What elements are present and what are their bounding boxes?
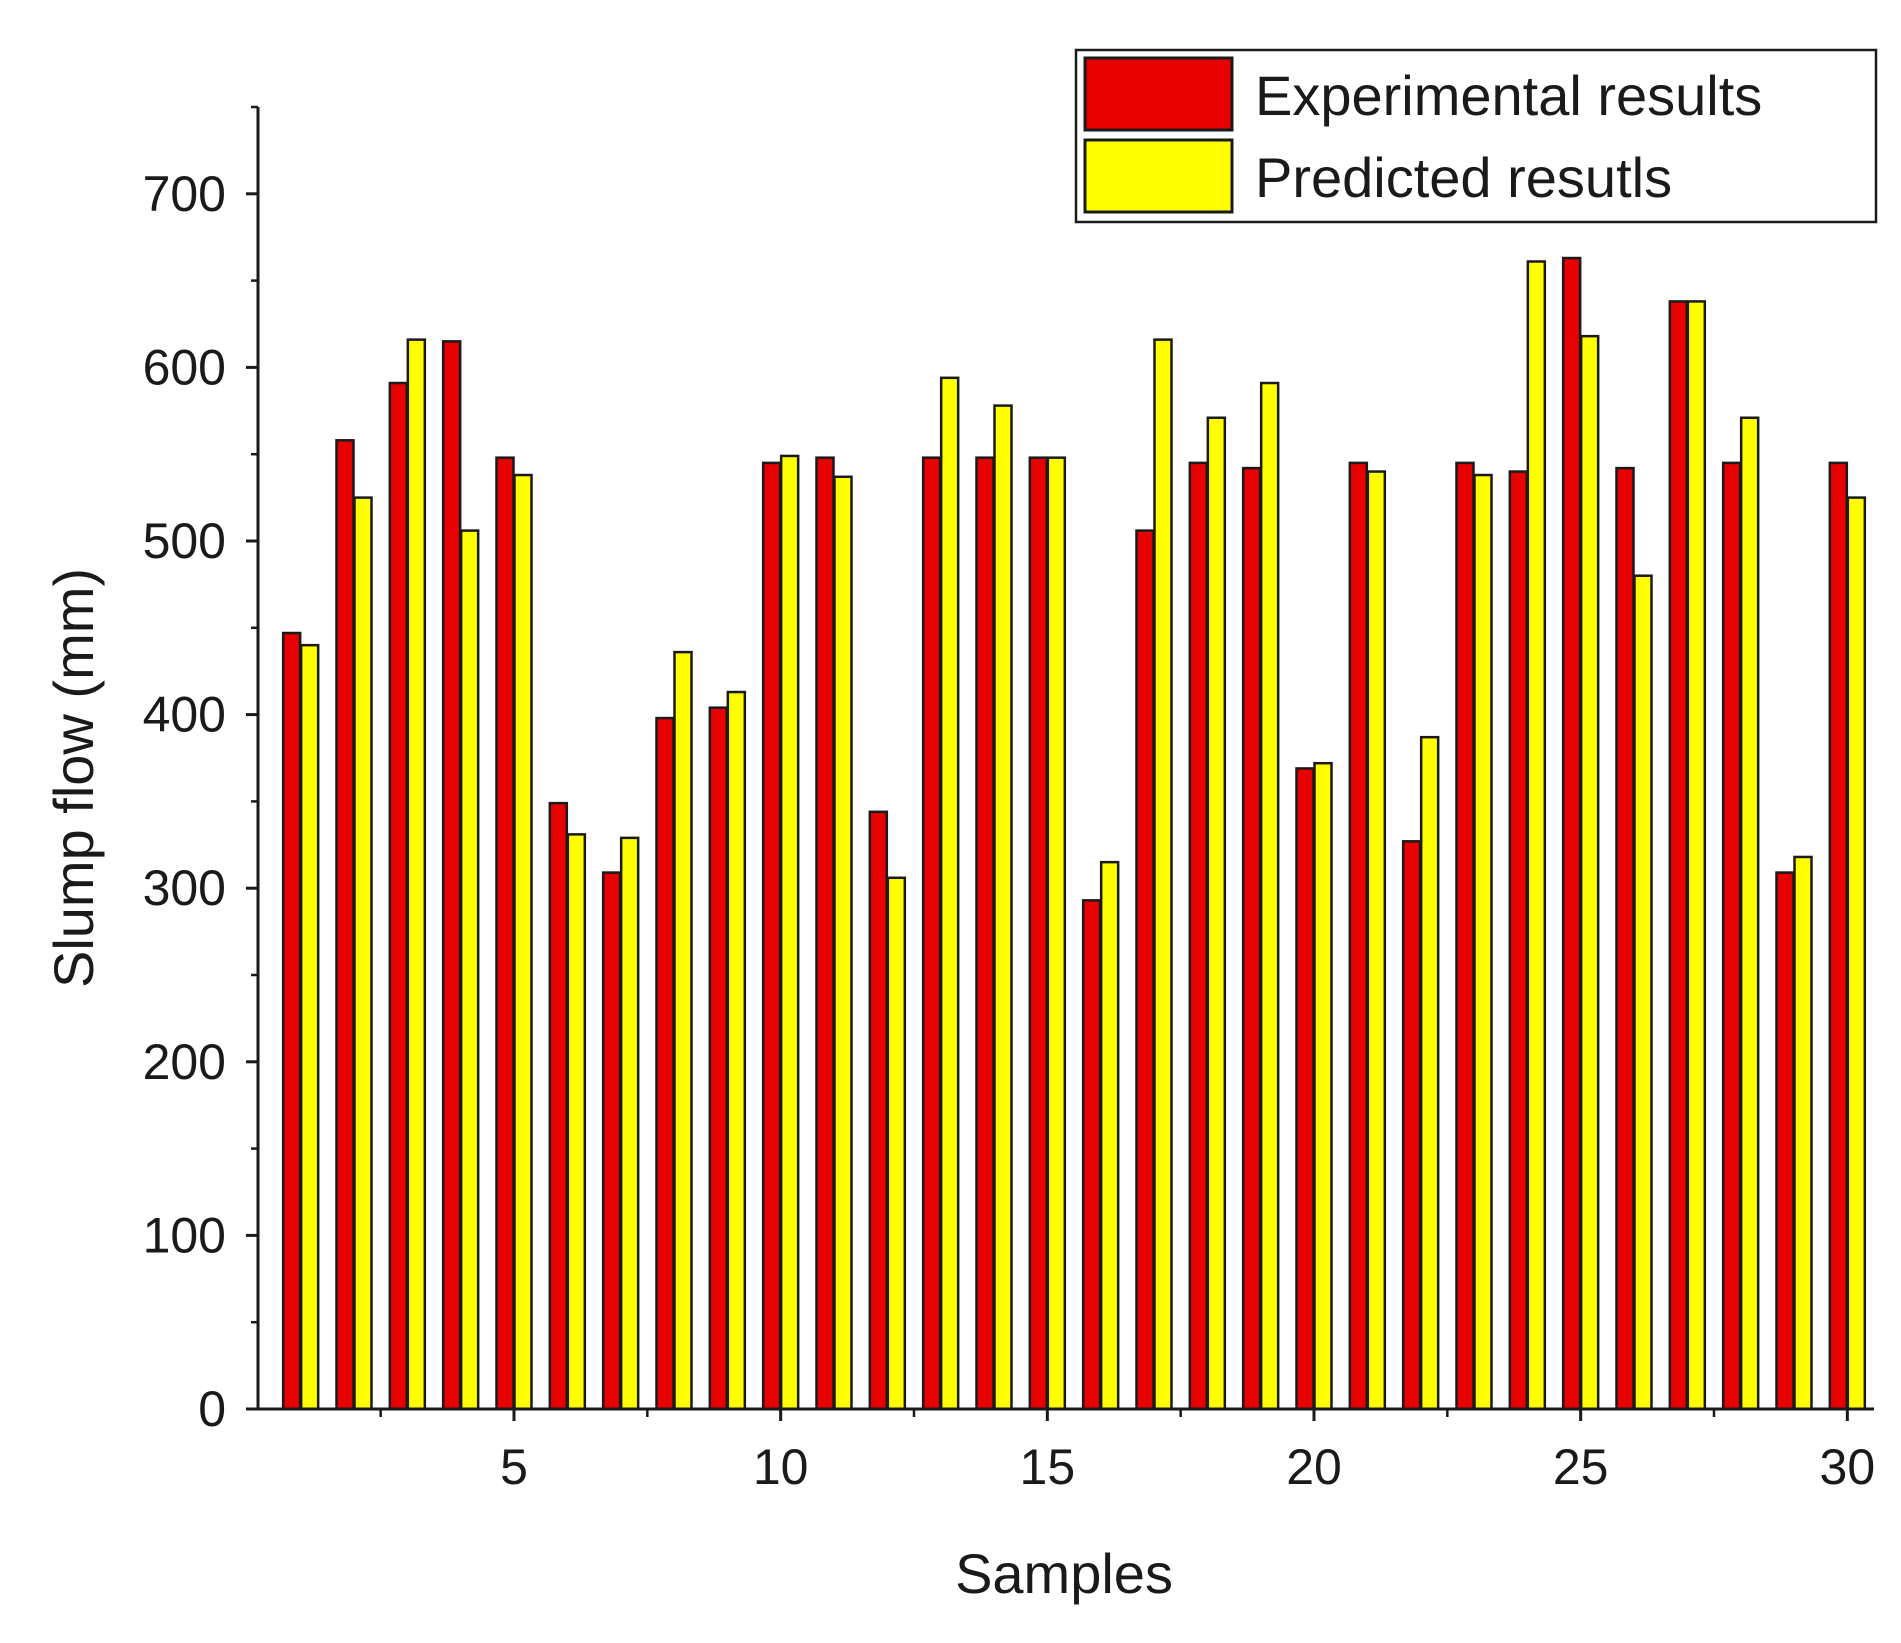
predicted-bar-7 — [619, 836, 640, 1411]
experimental-bar-20 — [1295, 767, 1315, 1411]
predicted-bar-1 — [299, 643, 320, 1411]
experimental-bar-27 — [1668, 300, 1689, 1411]
predicted-bar-25 — [1579, 334, 1600, 1411]
experimental-bar-2 — [335, 439, 355, 1411]
y-tick-label: 200 — [143, 1034, 226, 1090]
predicted-bar-24 — [1526, 260, 1547, 1411]
experimental-bar-30 — [1828, 461, 1849, 1411]
predicted-bar-13 — [939, 376, 960, 1411]
experimental-bar-28 — [1721, 461, 1742, 1411]
legend-label-predicted: Predicted resutls — [1255, 146, 1672, 209]
experimental-bar-24 — [1508, 470, 1529, 1411]
predicted-bar-30 — [1846, 496, 1867, 1411]
experimental-bar-17 — [1135, 529, 1155, 1411]
predicted-bar-6 — [566, 833, 587, 1411]
experimental-bar-15 — [1028, 456, 1049, 1411]
experimental-bar-29 — [1775, 871, 1795, 1411]
y-tick-label: 400 — [143, 687, 226, 743]
x-tick-label: 20 — [1286, 1439, 1342, 1495]
experimental-bar-8 — [655, 716, 675, 1411]
predicted-bar-5 — [513, 473, 533, 1411]
y-tick-label: 700 — [143, 166, 226, 222]
experimental-bar-1 — [281, 631, 302, 1411]
experimental-bar-10 — [761, 461, 782, 1411]
experimental-bar-25 — [1561, 256, 1582, 1411]
legend-label-experimental: Experimental results — [1255, 64, 1762, 127]
experimental-bar-7 — [601, 871, 622, 1411]
y-tick-label: 500 — [143, 513, 226, 569]
predicted-bar-29 — [1793, 855, 1813, 1411]
experimental-bar-9 — [708, 706, 729, 1411]
predicted-bar-15 — [1046, 456, 1067, 1411]
predicted-bar-18 — [1206, 416, 1227, 1411]
legend-swatch-experimental — [1083, 56, 1234, 132]
predicted-bar-19 — [1259, 381, 1280, 1411]
axes-layer — [256, 107, 1874, 1411]
predicted-bar-28 — [1739, 416, 1760, 1411]
experimental-bar-23 — [1455, 461, 1475, 1411]
x-tick-label: 10 — [753, 1439, 809, 1495]
experimental-bar-19 — [1241, 466, 1262, 1411]
predicted-bar-26 — [1633, 574, 1653, 1411]
y-tick-label: 600 — [143, 339, 226, 395]
predicted-bar-23 — [1473, 473, 1493, 1411]
predicted-bar-11 — [833, 475, 853, 1411]
predicted-bar-14 — [993, 404, 1013, 1411]
experimental-bar-18 — [1188, 461, 1209, 1411]
predicted-bar-4 — [459, 529, 480, 1411]
predicted-bar-21 — [1366, 470, 1387, 1411]
experimental-bar-11 — [815, 456, 835, 1411]
y-tick-label: 0 — [198, 1381, 226, 1437]
x-tick-label: 15 — [1020, 1439, 1076, 1495]
predicted-bar-22 — [1419, 735, 1440, 1411]
experimental-bar-13 — [921, 456, 942, 1411]
ticks-layer: 0 100 200 300 400 500 600 700 5 10 15 20 25 30 — [143, 105, 1876, 1495]
experimental-bar-12 — [868, 810, 889, 1411]
x-tick-label: 25 — [1553, 1439, 1609, 1495]
experimental-bar-4 — [441, 340, 462, 1411]
x-tick-label: 30 — [1820, 1439, 1876, 1495]
predicted-bar-3 — [406, 338, 427, 1411]
experimental-bar-6 — [548, 801, 569, 1411]
y-tick-label: 300 — [143, 860, 226, 916]
legend: Experimental results Predicted resutls — [1074, 48, 1878, 224]
predicted-bar-20 — [1313, 761, 1333, 1411]
y-axis-title: Slump flow (mm) — [42, 568, 105, 988]
legend-swatch-predicted — [1083, 138, 1234, 214]
experimental-bar-3 — [388, 381, 409, 1411]
experimental-bar-26 — [1615, 466, 1635, 1411]
predicted-bar-17 — [1153, 338, 1173, 1411]
predicted-bar-2 — [353, 496, 373, 1411]
experimental-bar-14 — [975, 456, 995, 1411]
predicted-bar-27 — [1686, 300, 1707, 1411]
y-tick-label: 100 — [143, 1207, 226, 1263]
predicted-bar-9 — [726, 690, 747, 1411]
experimental-bar-22 — [1401, 840, 1422, 1411]
predicted-bar-12 — [886, 876, 907, 1411]
predicted-bar-16 — [1099, 860, 1120, 1411]
x-axis-title: Samples — [955, 1542, 1173, 1605]
predicted-bar-8 — [673, 650, 693, 1411]
experimental-bar-5 — [495, 456, 515, 1411]
x-tick-label: 5 — [500, 1439, 528, 1495]
experimental-bar-21 — [1348, 461, 1369, 1411]
bars-layer — [281, 256, 1867, 1411]
experimental-bar-16 — [1081, 899, 1102, 1411]
predicted-bar-10 — [779, 454, 800, 1411]
